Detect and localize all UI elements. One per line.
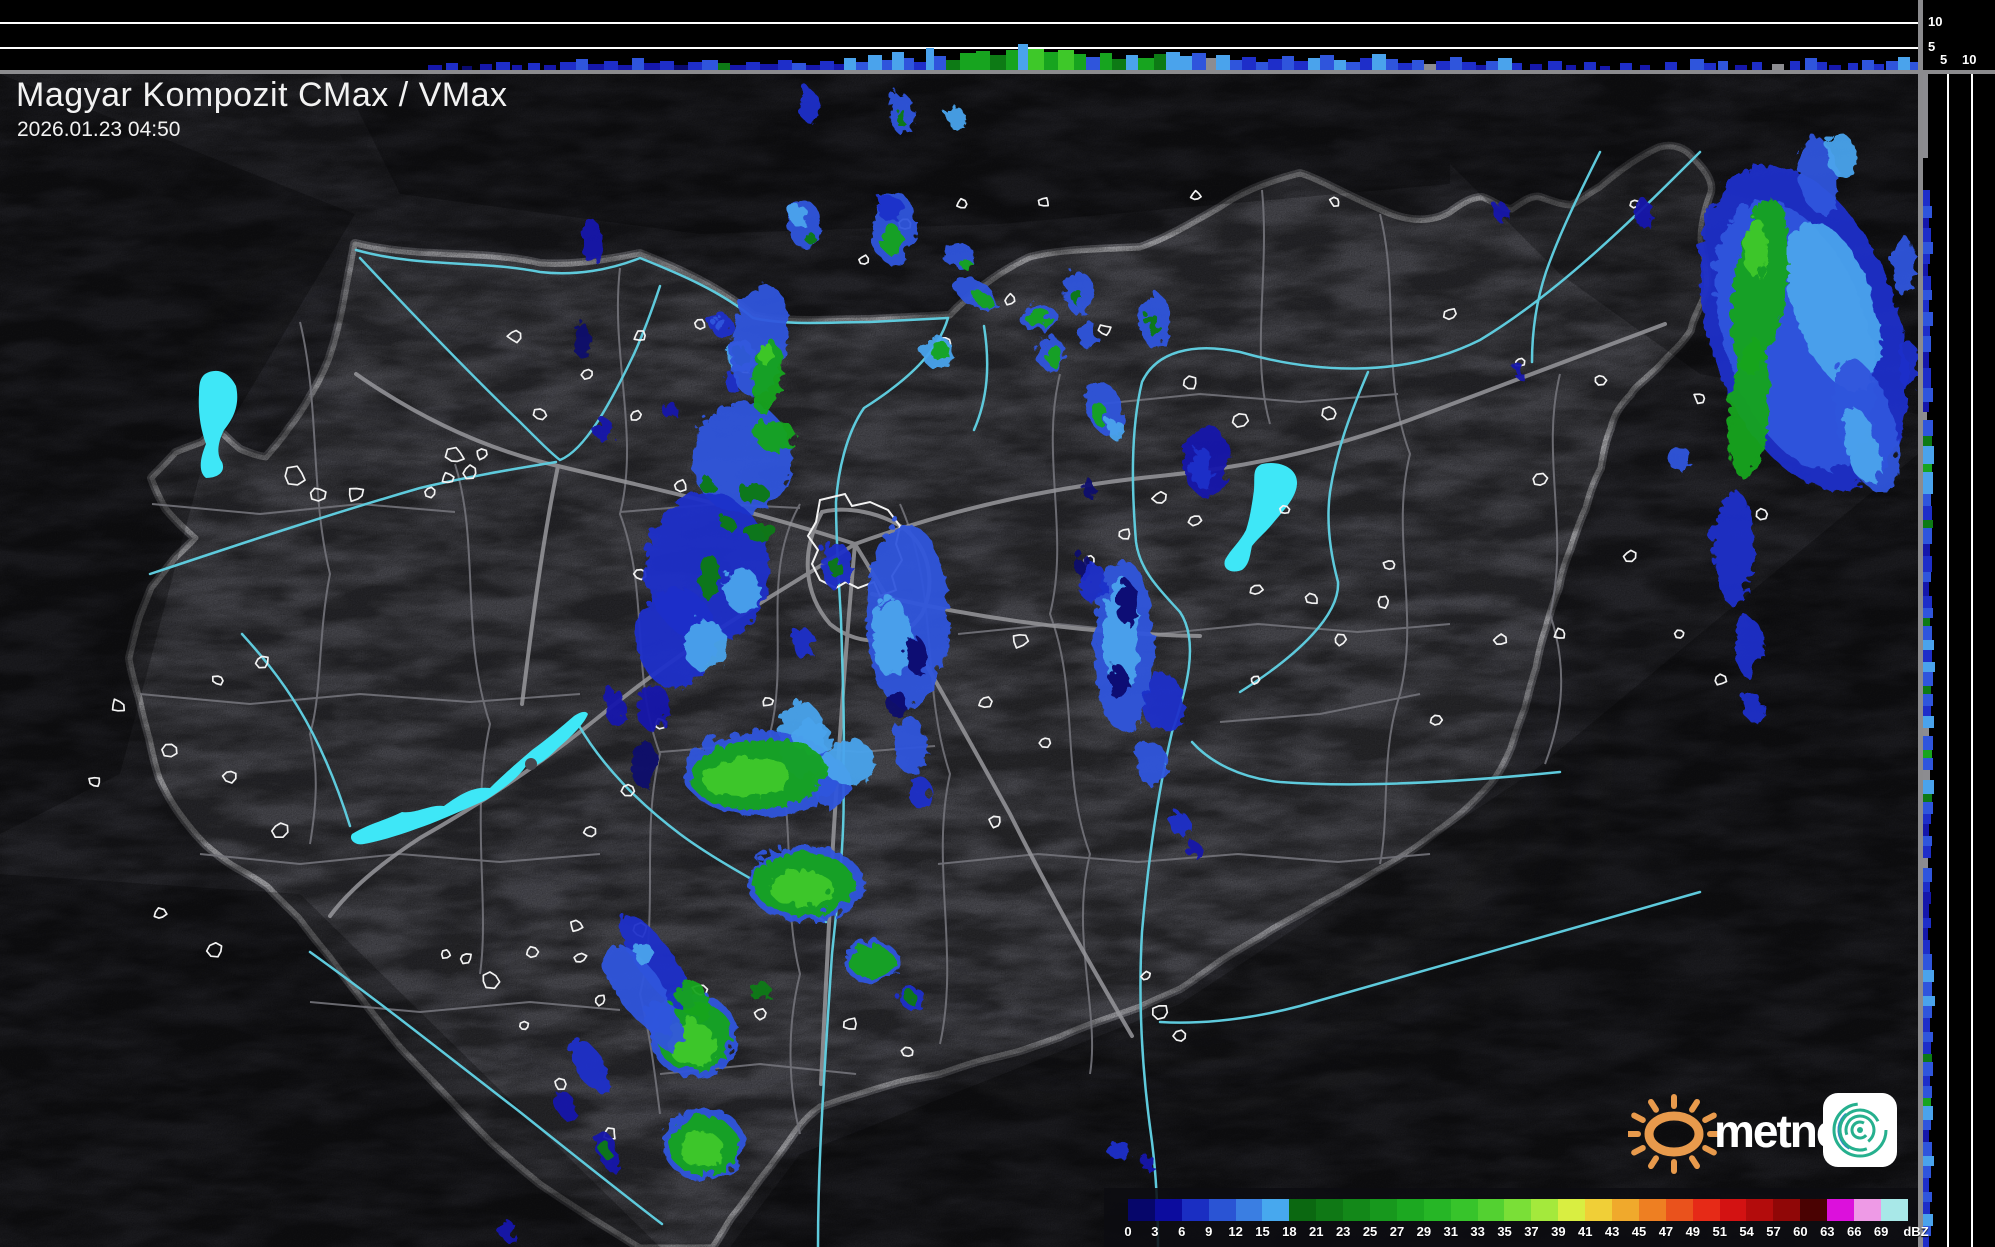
dbz-color-cell <box>1235 1199 1263 1221</box>
dbz-color-cell <box>1154 1199 1182 1221</box>
dbz-tick: 37 <box>1524 1224 1539 1239</box>
dbz-tick: 27 <box>1389 1224 1405 1239</box>
dbz-color-cell <box>1477 1199 1505 1221</box>
dbz-colorbar-panel: 0 3 6 9 12 15 18 21 23 25 27 29 31 33 35 37 39 41 43 45 47 49… <box>1104 1188 1929 1247</box>
dbz-tick: 43 <box>1604 1224 1620 1239</box>
dbz-tick: 33 <box>1470 1224 1485 1239</box>
map-frame-vertical <box>1918 0 1923 1247</box>
dbz-colorbar <box>1128 1199 1908 1221</box>
dbz-tick: 69 <box>1873 1224 1889 1239</box>
dbz-tick: 47 <box>1658 1224 1674 1239</box>
dbz-color-cell <box>1665 1199 1693 1221</box>
dbz-color-cell <box>1208 1199 1236 1221</box>
dbz-color-cell <box>1128 1199 1155 1221</box>
right-axis-tick-10: 10 <box>1962 52 1977 67</box>
dbz-tick: 31 <box>1443 1224 1458 1239</box>
dbz-color-cell <box>1423 1199 1451 1221</box>
dbz-color-cell <box>1262 1199 1290 1221</box>
right-axis-tick-5: 5 <box>1940 52 1948 67</box>
dbz-tick: 57 <box>1766 1224 1781 1239</box>
dbz-tick: 18 <box>1282 1224 1297 1239</box>
top-profile-chart <box>0 22 1918 70</box>
dbz-color-cell <box>1558 1199 1586 1221</box>
dbz-color-cell <box>1450 1199 1478 1221</box>
dbz-tick: 23 <box>1335 1224 1351 1239</box>
dbz-tick: 60 <box>1793 1224 1808 1239</box>
sun-icon <box>1628 1094 1720 1174</box>
dbz-color-cell <box>1746 1199 1774 1221</box>
radar-map-canvas <box>0 74 1918 1247</box>
dbz-color-cell <box>1585 1199 1613 1221</box>
dbz-tick: 25 <box>1362 1224 1378 1239</box>
dbz-tick: 6 <box>1178 1224 1186 1239</box>
dbz-tick: 12 <box>1228 1224 1243 1239</box>
rivers <box>148 150 1702 1247</box>
dbz-color-cell <box>1396 1199 1424 1221</box>
timestamp: 2026.01.23 04:50 <box>17 118 181 141</box>
dbz-color-cell <box>1692 1199 1720 1221</box>
spiral-app-icon <box>1823 1093 1897 1167</box>
dbz-unit-label: dBZ <box>1903 1224 1929 1239</box>
settlement-outlines <box>88 189 1769 1141</box>
dbz-tick: 63 <box>1820 1224 1835 1239</box>
dbz-color-cell <box>1719 1199 1747 1221</box>
page-title: Magyar Kompozit CMax / VMax <box>16 76 508 114</box>
dbz-color-cell <box>1880 1199 1908 1221</box>
dbz-tick: 49 <box>1685 1224 1701 1239</box>
dbz-tick: 35 <box>1497 1224 1512 1239</box>
dbz-tick: 15 <box>1255 1224 1270 1239</box>
dbz-color-cell <box>1343 1199 1371 1221</box>
top-vmax-profile-strip <box>0 0 1918 70</box>
dbz-color-cell <box>1370 1199 1397 1221</box>
profile-axis-corner: 10 5 5 10 <box>1923 0 1995 70</box>
dbz-color-cell <box>1316 1199 1344 1221</box>
dbz-tick: 51 <box>1712 1224 1727 1239</box>
precipitation-echoes <box>497 86 1915 1238</box>
dbz-color-cell <box>1289 1199 1317 1221</box>
dbz-tick: 41 <box>1578 1224 1593 1239</box>
height-tick-5km: 5 <box>1928 39 1936 54</box>
dbz-tick: 39 <box>1551 1224 1566 1239</box>
dbz-color-cell <box>1504 1199 1532 1221</box>
dbz-color-cell <box>1181 1199 1209 1221</box>
dbz-tick: 45 <box>1631 1224 1647 1239</box>
dbz-tick: 29 <box>1416 1224 1432 1239</box>
dbz-tick: 66 <box>1846 1224 1862 1239</box>
dbz-tick: 9 <box>1205 1224 1213 1239</box>
dbz-tick: 0 <box>1124 1224 1132 1239</box>
dbz-color-cell <box>1800 1199 1828 1221</box>
dbz-tick: 3 <box>1151 1224 1159 1239</box>
dbz-tick: 21 <box>1309 1224 1324 1239</box>
dbz-color-cell <box>1612 1199 1639 1221</box>
metnet-logo: metnet <box>1628 1090 1900 1174</box>
dbz-color-cell <box>1638 1199 1666 1221</box>
hungary-radar-map <box>0 74 1918 1247</box>
right-vmax-profile-strip <box>1923 74 1995 1247</box>
dbz-tick: 54 <box>1739 1224 1754 1239</box>
height-tick-10km: 10 <box>1928 14 1943 29</box>
map-frame-horizontal <box>0 70 1995 74</box>
dbz-color-cell <box>1827 1199 1855 1221</box>
dbz-color-cell <box>1854 1199 1881 1221</box>
lakes <box>198 370 1298 845</box>
right-profile-chart <box>1923 74 1973 1247</box>
dbz-color-cell <box>1531 1199 1559 1221</box>
dbz-color-cell <box>1773 1199 1801 1221</box>
